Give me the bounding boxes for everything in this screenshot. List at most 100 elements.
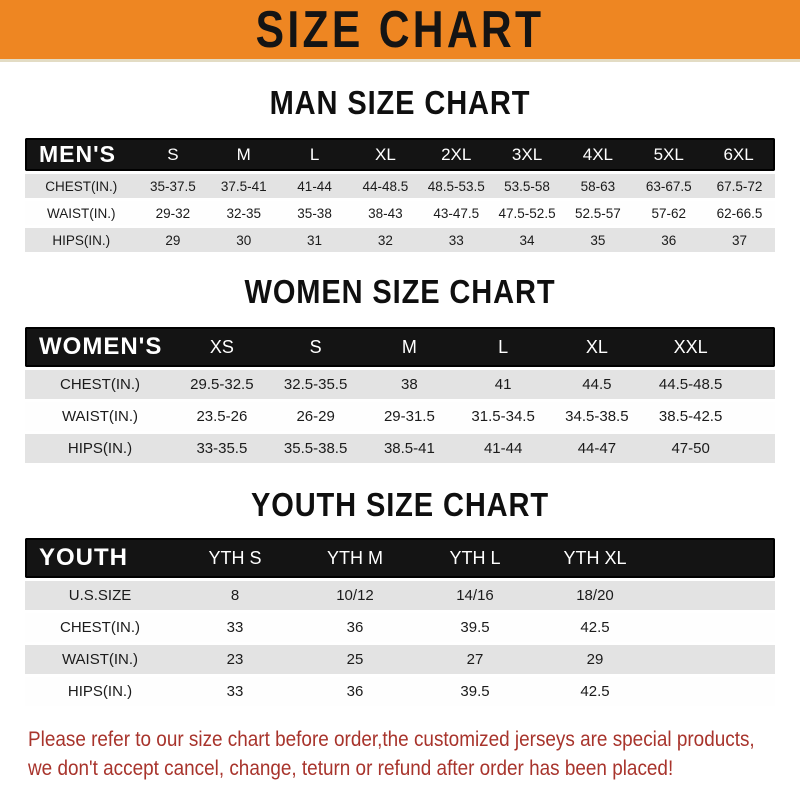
spacer-cell xyxy=(737,370,775,399)
size-value-cell: 42.5 xyxy=(535,677,655,706)
column-header-cell: 6XL xyxy=(704,138,775,171)
size-value-cell: 10/12 xyxy=(295,581,415,610)
size-value-cell: 36 xyxy=(295,677,415,706)
size-value-cell: 29-32 xyxy=(137,201,209,225)
size-value-cell: 29 xyxy=(535,645,655,674)
column-header-cell: XL xyxy=(550,327,644,367)
column-header-cell: XS xyxy=(175,327,269,367)
column-header-cell: S xyxy=(268,327,363,367)
size-value-cell: 39.5 xyxy=(415,613,535,642)
column-header-cell: 5XL xyxy=(633,138,705,171)
size-value-cell: 43-47.5 xyxy=(420,201,492,225)
table-title-cell: WOMEN'S xyxy=(25,327,175,367)
size-value-cell: 38.5-42.5 xyxy=(643,402,738,431)
table-row: CHEST(IN.) 33 36 39.5 42.5 xyxy=(25,613,775,642)
size-value-cell: 33 xyxy=(175,613,295,642)
women-size-table-container: WOMEN'S XS S M L XL XXL CHEST(IN.) 29.5-32.5 32.5… xyxy=(25,324,775,466)
size-value-cell: 58-63 xyxy=(562,174,634,198)
size-value-cell: 42.5 xyxy=(535,613,655,642)
size-value-cell: 26-29 xyxy=(268,402,363,431)
disclaimer-line-1: Please refer to our size chart before or… xyxy=(28,727,755,751)
size-value-cell: 35-38 xyxy=(279,201,350,225)
size-value-cell: 33-35.5 xyxy=(175,434,269,463)
row-label-cell: CHEST(IN.) xyxy=(25,613,175,642)
header-row: WOMEN'S XS S M L XL XXL xyxy=(25,327,775,367)
row-label-cell: WAIST(IN.) xyxy=(25,402,175,431)
table-title-cell: MEN'S xyxy=(25,138,138,171)
size-value-cell: 25 xyxy=(295,645,415,674)
table-row: HIPS(IN.) 33 36 39.5 42.5 xyxy=(25,677,775,706)
spacer-cell xyxy=(737,402,775,431)
size-value-cell: 52.5-57 xyxy=(562,201,634,225)
spacer-cell xyxy=(655,581,775,610)
table-row: HIPS(IN.) 33-35.5 35.5-38.5 38.5-41 41-44 44-… xyxy=(25,434,775,463)
table-row: CHEST(IN.) 29.5-32.5 32.5-35.5 38 41 44.5 44.5… xyxy=(25,370,775,399)
women-size-chart-section: WOMEN SIZE CHART WOMEN'S XS S M L XL XXL CHEST(… xyxy=(0,273,800,466)
size-value-cell: 8 xyxy=(175,581,295,610)
column-header-cell: S xyxy=(137,138,209,171)
size-value-cell: 47-50 xyxy=(643,434,738,463)
spacer-cell xyxy=(737,434,775,463)
table-row: WAIST(IN.) 23.5-26 26-29 29-31.5 31.5-34.5 34… xyxy=(25,402,775,431)
size-value-cell: 39.5 xyxy=(415,677,535,706)
man-section-heading: MAN SIZE CHART xyxy=(269,84,531,121)
size-value-cell: 48.5-53.5 xyxy=(420,174,492,198)
size-value-cell: 34 xyxy=(491,228,563,252)
size-value-cell: 29.5-32.5 xyxy=(175,370,269,399)
size-value-cell: 23.5-26 xyxy=(175,402,269,431)
spacer-cell xyxy=(737,327,775,367)
spacer-cell xyxy=(655,677,775,706)
youth-section-heading: YOUTH SIZE CHART xyxy=(250,486,550,523)
size-value-cell: 33 xyxy=(420,228,492,252)
size-value-cell: 67.5-72 xyxy=(704,174,775,198)
column-header-cell: 4XL xyxy=(562,138,634,171)
size-table: WOMEN'S XS S M L XL XXL CHEST(IN.) 29.5-32.5 32.5… xyxy=(25,324,775,466)
column-header-cell: M xyxy=(362,327,457,367)
size-value-cell: 14/16 xyxy=(415,581,535,610)
size-value-cell: 29 xyxy=(137,228,209,252)
size-value-cell: 35-37.5 xyxy=(137,174,209,198)
table-title-cell: YOUTH xyxy=(25,538,175,578)
size-value-cell: 36 xyxy=(295,613,415,642)
column-header-cell: M xyxy=(208,138,280,171)
size-value-cell: 44.5-48.5 xyxy=(643,370,738,399)
size-value-cell: 38-43 xyxy=(349,201,421,225)
size-value-cell: 37 xyxy=(704,228,775,252)
size-value-cell: 36 xyxy=(633,228,705,252)
column-header-cell: 3XL xyxy=(491,138,563,171)
size-value-cell: 23 xyxy=(175,645,295,674)
row-label-cell: HIPS(IN.) xyxy=(25,434,175,463)
column-header-cell: L xyxy=(456,327,550,367)
size-value-cell: 41 xyxy=(456,370,550,399)
row-label-cell: CHEST(IN.) xyxy=(25,174,138,198)
size-value-cell: 32-35 xyxy=(208,201,280,225)
size-value-cell: 32 xyxy=(349,228,421,252)
table-row: CHEST(IN.) 35-37.5 37.5-41 41-44 44-48.5 48.5… xyxy=(25,174,775,198)
row-label-cell: WAIST(IN.) xyxy=(25,645,175,674)
column-header-cell: XL xyxy=(349,138,421,171)
size-value-cell: 34.5-38.5 xyxy=(550,402,644,431)
size-value-cell: 62-66.5 xyxy=(704,201,775,225)
youth-size-chart-section: YOUTH SIZE CHART YOUTH YTH S YTH M YTH L YTH… xyxy=(0,486,800,709)
row-label-cell: HIPS(IN.) xyxy=(25,228,138,252)
size-table: MEN'S S M L XL 2XL 3XL 4XL 5XL 6XL CHEST(IN.) 35-37… xyxy=(25,135,775,255)
header-row: YOUTH YTH S YTH M YTH L YTH XL xyxy=(25,538,775,578)
header-row: MEN'S S M L XL 2XL 3XL 4XL 5XL 6XL xyxy=(25,138,775,171)
column-header-cell: 2XL xyxy=(420,138,492,171)
size-value-cell: 44-48.5 xyxy=(349,174,421,198)
size-value-cell: 35.5-38.5 xyxy=(268,434,363,463)
row-label-cell: CHEST(IN.) xyxy=(25,370,175,399)
table-row: WAIST(IN.) 23 25 27 29 xyxy=(25,645,775,674)
size-value-cell: 38.5-41 xyxy=(362,434,457,463)
size-value-cell: 41-44 xyxy=(279,174,350,198)
banner-title: SIZE CHART xyxy=(255,0,545,59)
table-row: WAIST(IN.) 29-32 32-35 35-38 38-43 43-47.5 47.… xyxy=(25,201,775,225)
man-size-chart-section: MAN SIZE CHART MEN'S S M L XL 2XL 3XL 4XL 5XL 6XL… xyxy=(0,84,800,255)
row-label-cell: U.S.SIZE xyxy=(25,581,175,610)
size-value-cell: 47.5-52.5 xyxy=(491,201,563,225)
size-value-cell: 31 xyxy=(279,228,350,252)
column-header-cell: YTH S xyxy=(175,538,295,578)
column-header-cell: YTH M xyxy=(295,538,415,578)
disclaimer-line-2: we don't accept cancel, change, teturn o… xyxy=(28,755,674,780)
size-value-cell: 35 xyxy=(562,228,634,252)
